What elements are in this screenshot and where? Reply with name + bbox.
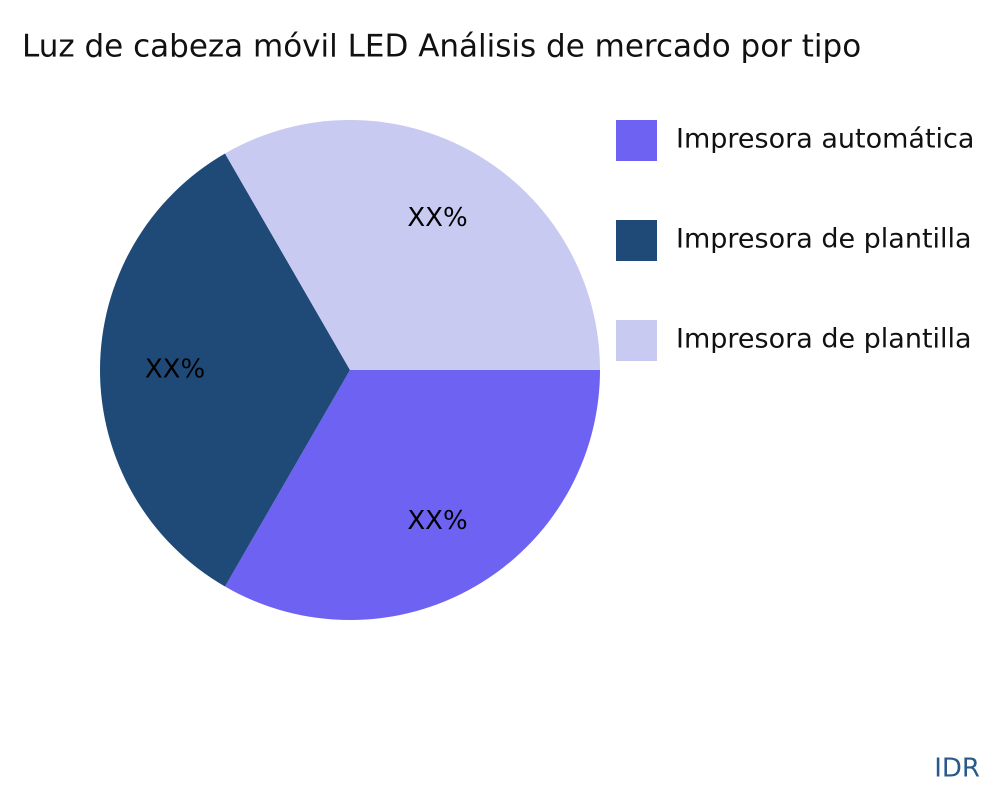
pie-slice <box>225 370 600 620</box>
legend-label: Impresora de plantilla <box>676 224 972 255</box>
legend-swatch <box>616 220 657 261</box>
legend-label: Impresora automática <box>676 124 974 155</box>
slice-label: XX% <box>145 355 205 385</box>
watermark: IDR <box>934 754 980 784</box>
slice-label: XX% <box>407 506 467 536</box>
chart-title: Luz de cabeza móvil LED Análisis de merc… <box>22 29 861 65</box>
legend-swatch <box>616 120 657 161</box>
slice-label: XX% <box>407 203 467 233</box>
legend-label: Impresora de plantilla <box>676 324 972 355</box>
pie-slice <box>225 119 600 370</box>
legend-swatch <box>616 320 657 361</box>
